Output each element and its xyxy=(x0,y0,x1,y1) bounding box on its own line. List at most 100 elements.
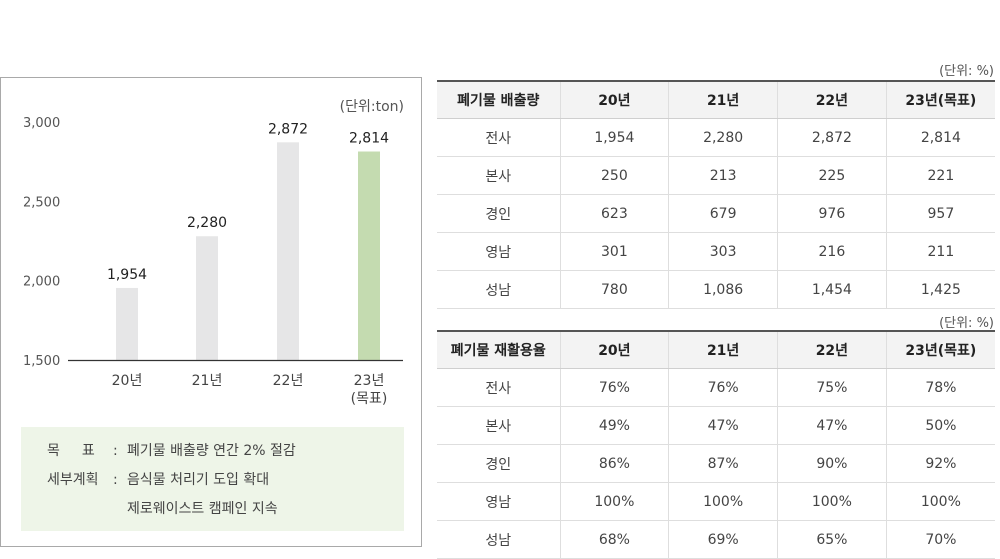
table-cell: 70% xyxy=(885,520,995,559)
table2-unit: (단위: %) xyxy=(939,316,994,331)
row-label: 성남 xyxy=(437,270,560,309)
table-cell: 976 xyxy=(777,194,887,233)
table-cell: 2,280 xyxy=(668,118,778,157)
row-label: 성남 xyxy=(437,520,560,559)
column-header: 23년(목표) xyxy=(885,330,995,369)
table-header-row: 폐기물 재활용율 20년 21년 22년 23년(목표) xyxy=(437,330,995,369)
goal-row-plan-2: 제로웨이스트 캠페인 지속 xyxy=(127,498,278,518)
column-header: 20년 xyxy=(559,330,669,369)
row-label: 경인 xyxy=(437,194,560,233)
table-cell: 68% xyxy=(559,520,669,559)
table-cell: 1,425 xyxy=(885,270,995,309)
table-cell: 1,954 xyxy=(559,118,669,157)
column-header: 22년 xyxy=(777,330,887,369)
table-cell: 47% xyxy=(668,406,778,445)
goal-box: 목표: 폐기물 배출량 연간 2% 절감 세부계획: 음식물 처리기 도입 확대 제… xyxy=(21,427,404,531)
table-row: 영남 301 303 216 211 xyxy=(437,232,995,271)
table-row: 본사 250 213 225 221 xyxy=(437,156,995,195)
table-row: 영남 100% 100% 100% 100% xyxy=(437,482,995,521)
column-header: 21년 xyxy=(668,330,778,369)
column-header: 22년 xyxy=(777,80,887,119)
table-cell: 76% xyxy=(559,368,669,407)
table-cell: 303 xyxy=(668,232,778,271)
table-cell: 623 xyxy=(559,194,669,233)
table-cell: 2,814 xyxy=(885,118,995,157)
bar xyxy=(116,287,138,360)
bar xyxy=(358,151,380,360)
plan-label: 세부계획 xyxy=(47,472,99,488)
x-tick-label: 21년 xyxy=(192,373,223,389)
table-cell: 75% xyxy=(777,368,887,407)
row-label: 영남 xyxy=(437,482,560,521)
table-cell: 301 xyxy=(559,232,669,271)
table-cell: 100% xyxy=(777,482,887,521)
y-tick-label: 2,500 xyxy=(23,195,60,210)
column-header: 폐기물 재활용율 xyxy=(437,330,560,369)
x-tick-label: 20년 xyxy=(112,373,143,389)
plan-text-2: 제로웨이스트 캠페인 지속 xyxy=(127,501,278,517)
table-cell: 76% xyxy=(668,368,778,407)
table-cell: 100% xyxy=(668,482,778,521)
table-cell: 69% xyxy=(668,520,778,559)
table-cell: 225 xyxy=(777,156,887,195)
chart-panel: 1,500 2,000 2,500 3,000 (단위:ton) 1,954 20년 2,28… xyxy=(0,77,422,547)
bar-chart: 1,500 2,000 2,500 3,000 (단위:ton) 1,954 20년 2,28… xyxy=(23,99,404,407)
table-cell: 1,086 xyxy=(668,270,778,309)
y-tick-label: 3,000 xyxy=(23,116,60,131)
x-tick-label: 22년 xyxy=(273,373,304,389)
table-cell: 216 xyxy=(777,232,887,271)
column-header: 21년 xyxy=(668,80,778,119)
row-label: 영남 xyxy=(437,232,560,271)
table-cell: 47% xyxy=(777,406,887,445)
column-header: 23년(목표) xyxy=(885,80,995,119)
table-row: 경인 86% 87% 90% 92% xyxy=(437,444,995,483)
table-cell: 679 xyxy=(668,194,778,233)
table-row: 성남 68% 69% 65% 70% xyxy=(437,520,995,559)
column-header: 20년 xyxy=(559,80,669,119)
plan-colon: : xyxy=(113,472,118,488)
x-tick-label: (목표) xyxy=(351,391,388,407)
goal-row-target: 목표: 폐기물 배출량 연간 2% 절감 xyxy=(47,440,296,460)
row-label: 경인 xyxy=(437,444,560,483)
table-row: 전사 76% 76% 75% 78% xyxy=(437,368,995,407)
goal-label: 목표 xyxy=(47,443,117,459)
row-label: 전사 xyxy=(437,118,560,157)
table-cell: 957 xyxy=(885,194,995,233)
bar-value-label: 2,872 xyxy=(268,121,308,137)
table-cell: 86% xyxy=(559,444,669,483)
recycling-rate-table: 폐기물 재활용율 20년 21년 22년 23년(목표) 전사 76% 76% 75% 78% 본… xyxy=(437,330,995,559)
table-cell: 250 xyxy=(559,156,669,195)
goal-colon: : xyxy=(113,443,118,459)
bar xyxy=(277,142,299,360)
waste-emission-table: 폐기물 배출량 20년 21년 22년 23년(목표) 전사 1,954 2,280 2,87… xyxy=(437,80,995,309)
table-cell: 2,872 xyxy=(777,118,887,157)
bar xyxy=(196,236,218,360)
table-cell: 213 xyxy=(668,156,778,195)
row-label: 본사 xyxy=(437,156,560,195)
chart-unit: (단위:ton) xyxy=(340,99,404,115)
y-tick-label: 1,500 xyxy=(23,354,60,369)
table-cell: 65% xyxy=(777,520,887,559)
goal-text: 폐기물 배출량 연간 2% 절감 xyxy=(127,443,296,459)
table-cell: 211 xyxy=(885,232,995,271)
table-row: 경인 623 679 976 957 xyxy=(437,194,995,233)
table-row: 성남 780 1,086 1,454 1,425 xyxy=(437,270,995,309)
goal-row-plan: 세부계획: 음식물 처리기 도입 확대 xyxy=(47,469,269,489)
table-cell: 780 xyxy=(559,270,669,309)
table-header-row: 폐기물 배출량 20년 21년 22년 23년(목표) xyxy=(437,80,995,119)
table1-unit: (단위: %) xyxy=(939,64,994,79)
row-label: 본사 xyxy=(437,406,560,445)
bar-value-label: 1,954 xyxy=(107,267,147,283)
table-cell: 78% xyxy=(885,368,995,407)
table-cell: 49% xyxy=(559,406,669,445)
table-row: 본사 49% 47% 47% 50% xyxy=(437,406,995,445)
x-tick-label: 23년 xyxy=(354,373,385,389)
table-cell: 1,454 xyxy=(777,270,887,309)
table-cell: 221 xyxy=(885,156,995,195)
table-cell: 50% xyxy=(885,406,995,445)
table-cell: 100% xyxy=(885,482,995,521)
bar-value-label: 2,280 xyxy=(187,215,227,231)
plan-text-1: 음식물 처리기 도입 확대 xyxy=(127,472,270,488)
y-tick-label: 2,000 xyxy=(23,275,60,290)
row-label: 전사 xyxy=(437,368,560,407)
